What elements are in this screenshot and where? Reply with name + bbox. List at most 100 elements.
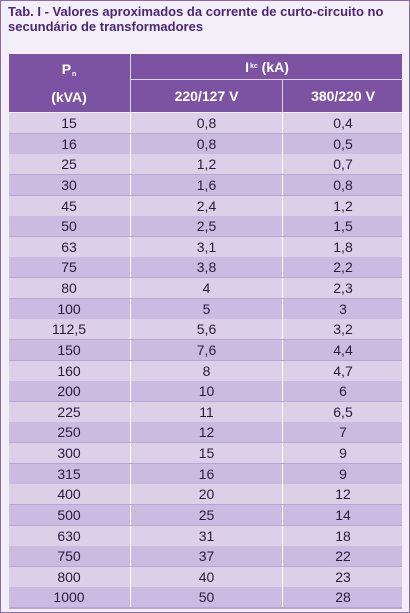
cell-power: 15 <box>61 115 77 131</box>
cell-power: 630 <box>57 528 81 544</box>
cell-power: 160 <box>57 363 81 379</box>
table-row: 750 37 22 <box>9 546 402 566</box>
cell-power: 30 <box>61 177 77 193</box>
cell-power: 16 <box>61 136 77 152</box>
cell-380-220: 2,2 <box>282 257 403 277</box>
header-power-unit: (kVA) <box>51 89 87 105</box>
cell-220-127: 16 <box>130 464 282 484</box>
cell-380-220: 1,8 <box>282 237 403 257</box>
cell-220-127: 5 <box>130 299 282 319</box>
cell-380-220: 0,7 <box>282 154 403 174</box>
cell-220-127: 37 <box>130 546 282 566</box>
header-power: Pn (kVA) <box>9 54 129 112</box>
cell-380-220: 3,2 <box>282 319 403 339</box>
table-row: 250 12 7 <box>9 422 402 442</box>
table-row: 200 10 6 <box>9 381 402 401</box>
table-row: 150 7,6 4,4 <box>9 340 402 360</box>
cell-220-127: 50 <box>130 587 282 607</box>
cell-380-220: 1,5 <box>282 216 403 236</box>
table-row: 100 5 3 <box>9 299 402 319</box>
cell-power: 800 <box>57 569 81 585</box>
cell-220-127: 1,6 <box>130 175 282 195</box>
cell-220-127: 0,8 <box>130 113 282 133</box>
cell-380-220: 4,4 <box>282 340 403 360</box>
table-row: 160 8 4,7 <box>9 361 402 381</box>
table-row: 45 2,4 1,2 <box>9 196 402 216</box>
cell-power: 100 <box>57 301 81 317</box>
cell-220-127: 25 <box>130 505 282 525</box>
cell-220-127: 0,8 <box>130 134 282 154</box>
table-row: 300 15 9 <box>9 443 402 463</box>
table-row: 75 3,8 2,2 <box>9 257 402 277</box>
cell-220-127: 2,4 <box>130 196 282 216</box>
cell-220-127: 8 <box>130 361 282 381</box>
cell-220-127: 2,5 <box>130 216 282 236</box>
table-row: 800 40 23 <box>9 567 402 587</box>
cell-power: 500 <box>57 507 81 523</box>
cell-380-220: 1,2 <box>282 196 403 216</box>
cell-380-220: 3 <box>282 299 403 319</box>
cell-220-127: 5,6 <box>130 319 282 339</box>
cell-380-220: 7 <box>282 422 403 442</box>
table-title: Tab. I - Valores aproximados da corrente… <box>8 4 384 34</box>
cell-380-220: 4,7 <box>282 361 403 381</box>
cell-380-220: 6,5 <box>282 402 403 422</box>
table-row: 225 11 6,5 <box>9 402 402 422</box>
header-380-220: 380/220 V <box>282 80 403 112</box>
cell-380-220: 0,5 <box>282 134 403 154</box>
cell-power: 25 <box>61 156 77 172</box>
cell-power: 250 <box>57 424 81 440</box>
cell-220-127: 3,1 <box>130 237 282 257</box>
table-row: 63 3,1 1,8 <box>9 237 402 257</box>
cell-220-127: 11 <box>130 402 282 422</box>
cell-power: 150 <box>57 342 81 358</box>
cell-power: 75 <box>61 259 77 275</box>
cell-220-127: 1,2 <box>130 154 282 174</box>
table-body: 15 0,8 0,4 16 0,8 0,5 25 1,2 0,7 30 1,6 0,8 45 2,4 1,2… <box>9 113 402 609</box>
table-row: 315 16 9 <box>9 464 402 484</box>
cell-power: 300 <box>57 445 81 461</box>
table-row: 30 1,6 0,8 <box>9 175 402 195</box>
cell-380-220: 0,8 <box>282 175 403 195</box>
cell-380-220: 0,4 <box>282 113 403 133</box>
cell-220-127: 3,8 <box>130 257 282 277</box>
cell-380-220: 9 <box>282 443 403 463</box>
table-row: 500 25 14 <box>9 505 402 525</box>
cell-220-127: 20 <box>130 484 282 504</box>
cell-220-127: 31 <box>130 526 282 546</box>
header-power-symbol: Pn <box>61 61 77 78</box>
cell-220-127: 7,6 <box>130 340 282 360</box>
table-row: 16 0,8 0,5 <box>9 134 402 154</box>
cell-220-127: 10 <box>130 381 282 401</box>
cell-380-220: 18 <box>282 526 403 546</box>
cell-380-220: 12 <box>282 484 403 504</box>
cell-380-220: 2,3 <box>282 278 403 298</box>
cell-power: 112,5 <box>52 321 86 337</box>
cell-power: 225 <box>57 404 81 420</box>
cell-220-127: 4 <box>130 278 282 298</box>
table-row: 1000 50 28 <box>9 587 402 607</box>
cell-power: 1000 <box>53 589 85 605</box>
cell-power: 400 <box>57 486 81 502</box>
cell-power: 63 <box>61 239 77 255</box>
cell-power: 80 <box>61 280 77 296</box>
cell-power: 200 <box>57 383 81 399</box>
header-220-127: 220/127 V <box>130 80 282 112</box>
table-row: 15 0,8 0,4 <box>9 113 402 133</box>
table-row: 50 2,5 1,5 <box>9 216 402 236</box>
cell-220-127: 40 <box>130 567 282 587</box>
cell-power: 50 <box>61 218 77 234</box>
cell-power: 45 <box>61 198 77 214</box>
cell-380-220: 6 <box>282 381 403 401</box>
table-row: 25 1,2 0,7 <box>9 154 402 174</box>
cell-power: 315 <box>57 466 81 482</box>
cell-380-220: 23 <box>282 567 403 587</box>
cell-220-127: 12 <box>130 422 282 442</box>
table-row: 112,5 5,6 3,2 <box>9 319 402 339</box>
cell-220-127: 15 <box>130 443 282 463</box>
cell-380-220: 28 <box>282 587 403 607</box>
cell-power: 750 <box>57 548 81 564</box>
